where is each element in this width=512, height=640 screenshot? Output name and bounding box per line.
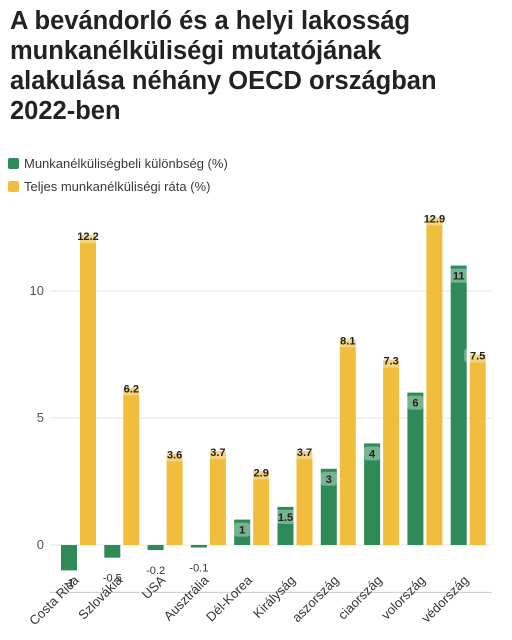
data-label-difference: -1 — [64, 577, 74, 589]
bar-total-rate[interactable] — [253, 471, 270, 545]
data-label-difference: 11 — [453, 271, 465, 283]
bar-total-rate[interactable] — [296, 451, 313, 545]
x-tick-label: védország — [418, 573, 471, 626]
y-tick-label: 0 — [37, 537, 44, 552]
bar-difference[interactable] — [147, 545, 164, 551]
data-label-difference: 1.5 — [278, 512, 293, 524]
data-label-total-rate-bg — [71, 229, 105, 244]
bar-total-rate[interactable] — [469, 354, 486, 546]
data-label-total-rate-bg — [334, 333, 362, 348]
bar-difference[interactable] — [364, 443, 381, 545]
legend-item-difference[interactable]: Munkanélküliségbeli különbség (%) — [8, 152, 228, 175]
data-label-total-rate: 12.2 — [77, 231, 98, 243]
legend: Munkanélküliségbeli különbség (%) Teljes… — [8, 152, 228, 198]
data-label-difference: 4 — [369, 448, 376, 460]
x-tick-label: Costa Rica — [26, 572, 82, 628]
data-label-difference-bg — [59, 575, 79, 590]
data-label-total-rate-bg — [247, 465, 275, 480]
data-label-total-rate: 3.6 — [167, 450, 182, 462]
data-label-total-rate-bg — [291, 445, 318, 460]
bar-total-rate[interactable] — [426, 217, 443, 545]
bar-difference[interactable] — [277, 506, 294, 545]
bar-total-rate[interactable] — [209, 451, 226, 545]
bar-difference[interactable] — [104, 545, 121, 558]
chart-title: A bevándorló és a helyi lakosság munkané… — [10, 7, 437, 125]
bar-difference[interactable] — [234, 519, 251, 545]
x-tick-label: Dél-Korea — [203, 572, 256, 625]
bar-total-rate[interactable] — [383, 359, 400, 545]
bar-difference[interactable] — [61, 545, 77, 571]
data-label-total-rate: 7.5 — [470, 351, 485, 363]
data-label-total-rate-bg — [464, 348, 492, 363]
data-label-difference-bg — [407, 395, 424, 410]
data-label-difference-bg — [448, 268, 469, 283]
data-label-total-rate: 3.7 — [210, 447, 225, 459]
x-tick-label: aszország — [289, 573, 342, 626]
bar-difference[interactable] — [320, 468, 337, 545]
data-label-total-rate-bg — [204, 445, 232, 460]
data-label-difference: -0.5 — [103, 573, 122, 585]
data-label-total-rate: 6.2 — [124, 384, 139, 396]
data-label-difference: 1 — [239, 525, 245, 537]
data-label-total-rate-bg — [117, 381, 145, 396]
data-label-difference-bg — [272, 509, 299, 524]
data-label-total-rate-bg — [417, 211, 452, 226]
data-label-difference-bg — [234, 522, 251, 537]
data-label-difference: -0.1 — [189, 563, 208, 575]
data-label-difference-bg — [364, 446, 381, 461]
x-tick-label: ciaország — [335, 573, 385, 623]
bar-difference[interactable] — [190, 545, 207, 548]
data-label-total-rate: 3.7 — [297, 447, 312, 459]
data-label-difference-bg — [320, 471, 337, 486]
data-label-difference: 3 — [326, 474, 332, 486]
legend-swatch-difference — [8, 158, 19, 169]
y-tick-label: 5 — [37, 410, 44, 425]
legend-swatch-total-rate — [8, 181, 19, 192]
y-tick-label: 10 — [30, 283, 44, 298]
bar-total-rate[interactable] — [166, 453, 183, 545]
data-label-total-rate: 8.1 — [340, 335, 355, 347]
data-label-total-rate: 7.3 — [383, 356, 398, 368]
bar-total-rate[interactable] — [339, 339, 356, 545]
data-label-difference: -0.2 — [146, 565, 165, 577]
legend-label-total-rate: Teljes munkanélküliségi ráta (%) — [24, 179, 211, 194]
data-label-total-rate-bg — [377, 353, 405, 368]
bar-difference[interactable] — [407, 392, 424, 545]
data-label-total-rate-bg — [161, 447, 189, 462]
data-label-difference: 6 — [412, 398, 418, 410]
data-label-total-rate: 12.9 — [424, 213, 445, 225]
x-tick-label: Szlovákia — [75, 572, 125, 622]
data-label-total-rate: 2.9 — [254, 467, 269, 479]
legend-label-difference: Munkanélküliségbeli különbség (%) — [24, 156, 228, 171]
bar-total-rate[interactable] — [123, 387, 140, 545]
bar-total-rate[interactable] — [80, 235, 96, 545]
legend-item-total-rate[interactable]: Teljes munkanélküliségi ráta (%) — [8, 175, 228, 198]
bar-difference[interactable] — [450, 265, 467, 545]
